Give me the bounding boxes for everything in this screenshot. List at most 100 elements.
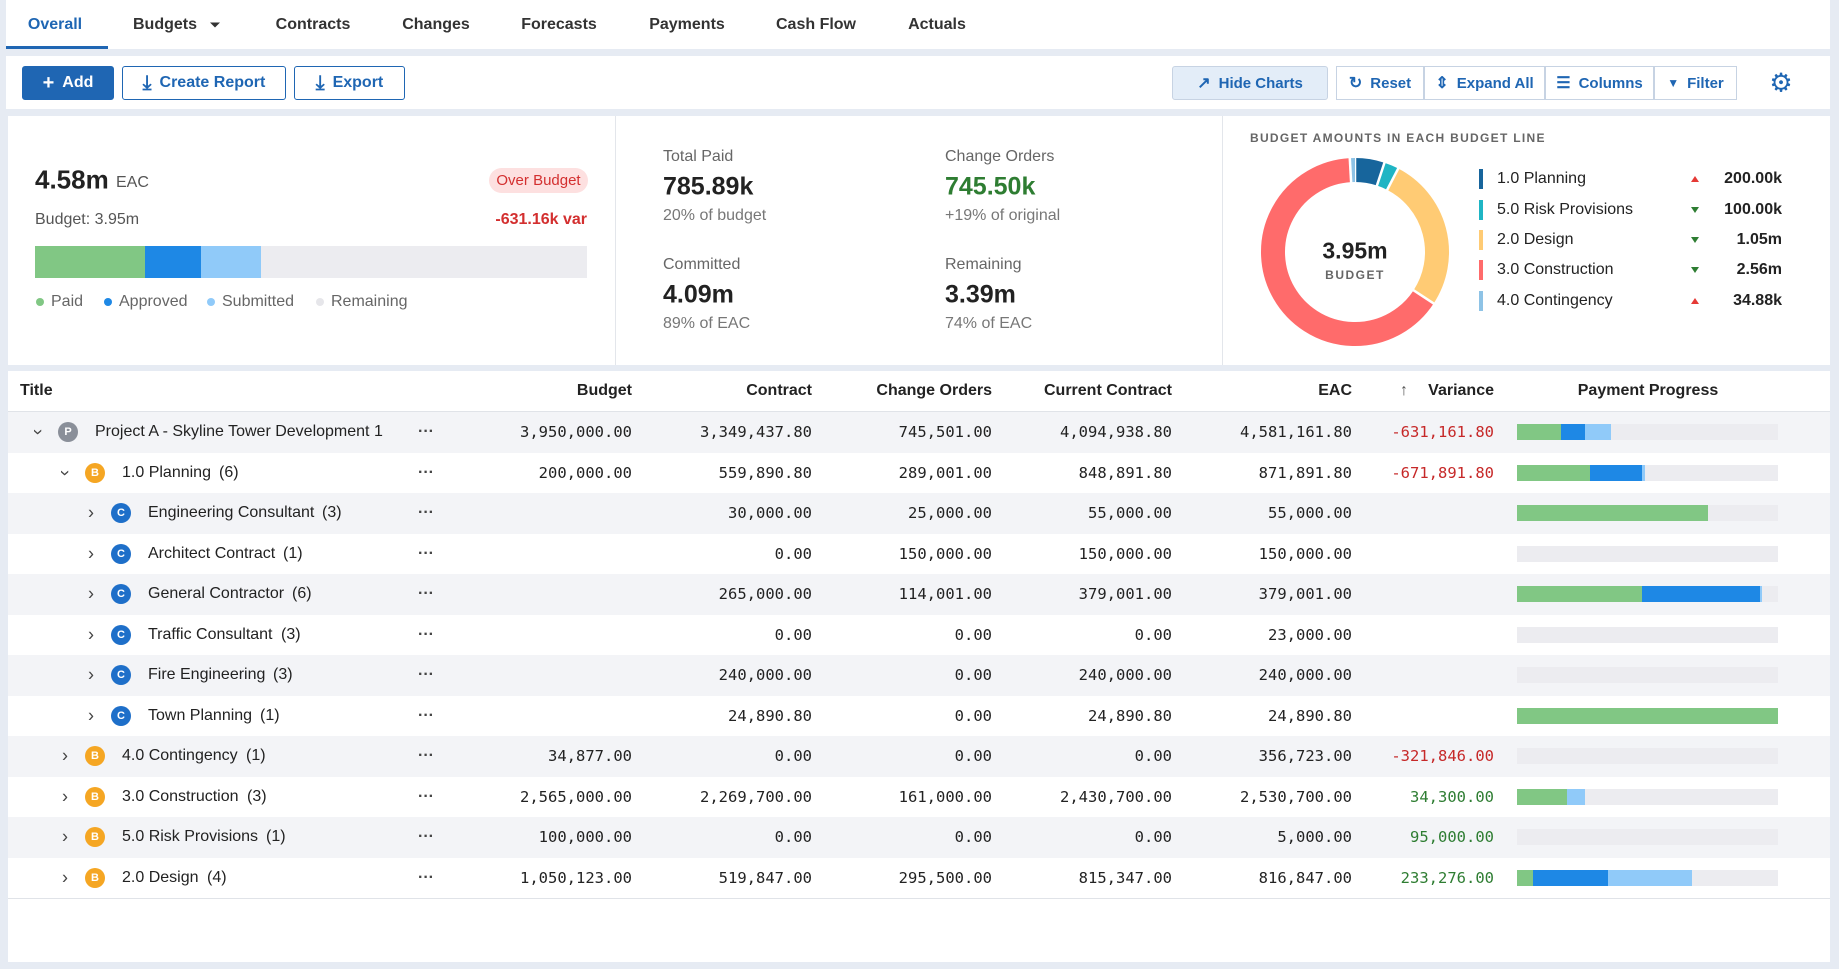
expand-chevron[interactable]: › bbox=[88, 664, 94, 685]
row-count: (6) bbox=[219, 463, 239, 481]
row-title[interactable]: Fire Engineering bbox=[148, 666, 266, 684]
row-title[interactable]: Project A - Skyline Tower Development 1 bbox=[95, 423, 383, 441]
cell-value: 2,269,700.00 bbox=[700, 787, 812, 806]
column-header[interactable]: EAC bbox=[1318, 382, 1352, 399]
tab[interactable]: Cash Flow bbox=[775, 16, 857, 33]
progress-segment bbox=[145, 246, 201, 278]
toolbar-button[interactable]: ⤓ Export bbox=[294, 66, 405, 100]
tab[interactable]: Changes bbox=[402, 16, 470, 33]
stat-note: 20% of budget bbox=[663, 207, 767, 224]
trend-arrow bbox=[1691, 237, 1699, 243]
button-label: Add bbox=[62, 74, 94, 91]
tab[interactable]: Overall bbox=[27, 16, 83, 33]
row-title[interactable]: Engineering Consultant bbox=[148, 504, 315, 522]
toolbar-button[interactable]: ↗ Hide Charts bbox=[1172, 66, 1328, 100]
column-header[interactable]: Payment Progress bbox=[1577, 382, 1719, 399]
expand-chevron[interactable]: › bbox=[62, 826, 68, 847]
legend-name: 3.0 Construction bbox=[1497, 261, 1614, 278]
expand-chevron[interactable]: › bbox=[28, 429, 49, 436]
row-title[interactable]: General Contractor bbox=[148, 585, 285, 603]
column-header[interactable]: Current Contract bbox=[1043, 382, 1172, 399]
expand-chevron[interactable]: › bbox=[62, 745, 68, 766]
toolbar-button[interactable]: ⇕ Expand All bbox=[1424, 66, 1545, 100]
progress-segment bbox=[1759, 586, 1763, 603]
row-menu[interactable]: ··· bbox=[418, 504, 434, 522]
expand-chevron[interactable]: › bbox=[62, 867, 68, 888]
column-header[interactable]: Contract bbox=[746, 382, 812, 399]
row-menu[interactable]: ··· bbox=[418, 423, 434, 441]
progress-track bbox=[1517, 626, 1778, 643]
row-menu[interactable]: ··· bbox=[418, 868, 434, 886]
row-menu[interactable]: ··· bbox=[418, 585, 434, 603]
cell-value: 0.00 bbox=[1134, 747, 1172, 766]
toolbar-button[interactable]: ↻ Reset bbox=[1336, 66, 1424, 100]
cell-value: 34,877.00 bbox=[548, 747, 632, 766]
toolbar-button[interactable]: ▼ Filter bbox=[1654, 66, 1737, 100]
row-title[interactable]: Traffic Consultant bbox=[148, 625, 273, 643]
tab[interactable]: Actuals bbox=[908, 16, 966, 33]
cell-value: 519,847.00 bbox=[718, 868, 812, 887]
row-menu[interactable]: ··· bbox=[418, 747, 434, 765]
row-menu[interactable]: ··· bbox=[418, 706, 434, 724]
cell-value: 100,000.00 bbox=[538, 828, 632, 847]
type-badge: C bbox=[111, 705, 131, 726]
settings-icon[interactable]: ⚙ bbox=[1769, 67, 1793, 98]
progress-segment bbox=[1642, 586, 1760, 603]
row-title[interactable]: 5.0 Risk Provisions bbox=[122, 828, 259, 846]
expand-chevron[interactable]: › bbox=[55, 469, 76, 476]
toolbar-button[interactable]: + Add bbox=[22, 66, 114, 100]
legend-swatch bbox=[1479, 260, 1483, 280]
button-label: Create Report bbox=[159, 74, 266, 91]
row-title[interactable]: 1.0 Planning bbox=[122, 463, 211, 481]
row-count: (3) bbox=[281, 625, 301, 643]
trend-arrow bbox=[1691, 176, 1699, 182]
expand-chevron[interactable]: › bbox=[88, 502, 94, 523]
tab[interactable]: Budgets bbox=[133, 16, 197, 33]
button-label: Hide Charts bbox=[1218, 74, 1303, 92]
progress-track bbox=[1517, 667, 1778, 684]
row-menu[interactable]: ··· bbox=[418, 544, 434, 562]
divider bbox=[615, 116, 616, 365]
expand-chevron[interactable]: › bbox=[88, 624, 94, 645]
row-menu[interactable]: ··· bbox=[418, 463, 434, 481]
row-title[interactable]: 4.0 Contingency bbox=[122, 747, 238, 765]
row-count: (1) bbox=[260, 706, 280, 724]
row-menu[interactable]: ··· bbox=[418, 625, 434, 643]
expand-chevron[interactable]: › bbox=[88, 583, 94, 604]
row-title[interactable]: Town Planning bbox=[148, 706, 253, 724]
toolbar-button[interactable]: ⤓ Create Report bbox=[122, 66, 286, 100]
tab[interactable]: Payments bbox=[649, 16, 725, 33]
toolbar-button[interactable]: ☰ Columns bbox=[1545, 66, 1654, 100]
column-header[interactable]: Change Orders bbox=[876, 382, 992, 399]
legend-name: 1.0 Planning bbox=[1497, 170, 1586, 187]
column-header[interactable]: Variance bbox=[1428, 382, 1494, 399]
row-menu[interactable]: ··· bbox=[418, 787, 434, 805]
expand-chevron[interactable]: › bbox=[88, 543, 94, 564]
donut-center-label: BUDGET bbox=[1325, 268, 1385, 282]
stat-value: 4.09m bbox=[663, 280, 734, 309]
expand-chevron[interactable]: › bbox=[88, 705, 94, 726]
row-title[interactable]: Architect Contract bbox=[148, 544, 276, 562]
legend-swatch bbox=[1479, 291, 1483, 311]
legend-value: 2.56m bbox=[1736, 261, 1782, 278]
row-title[interactable]: 2.0 Design bbox=[122, 868, 199, 886]
expand-chevron[interactable]: › bbox=[62, 786, 68, 807]
status-pill: Over Budget bbox=[489, 168, 588, 193]
tab[interactable]: Contracts bbox=[275, 16, 351, 33]
type-badge: B bbox=[85, 827, 105, 848]
variance-text: -631.16k var bbox=[495, 211, 587, 228]
type-badge: C bbox=[111, 624, 131, 645]
cell-value: -321,846.00 bbox=[1391, 747, 1494, 766]
row-menu[interactable]: ··· bbox=[418, 666, 434, 684]
cell-value: 0.00 bbox=[774, 747, 812, 766]
column-header[interactable]: Budget bbox=[576, 382, 632, 399]
header-line bbox=[8, 411, 1830, 412]
row-title[interactable]: 3.0 Construction bbox=[122, 787, 239, 805]
column-header[interactable]: Title bbox=[20, 382, 53, 399]
cell-value: 25,000.00 bbox=[908, 504, 992, 523]
stat-value: 3.39m bbox=[945, 280, 1016, 309]
cell-value: 0.00 bbox=[954, 828, 992, 847]
row-menu[interactable]: ··· bbox=[418, 828, 434, 846]
tab[interactable]: Forecasts bbox=[521, 16, 597, 33]
